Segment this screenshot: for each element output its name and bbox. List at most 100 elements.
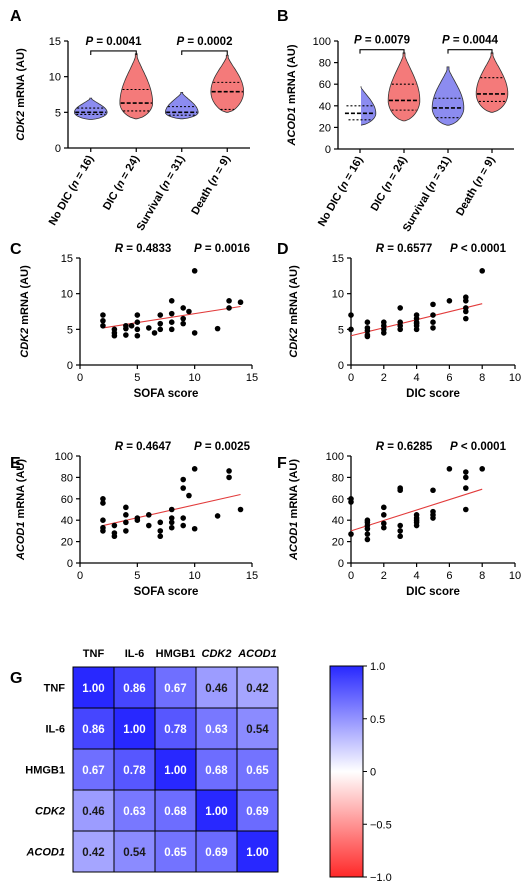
violin-body — [74, 97, 108, 120]
heatmap-cell-value: 1.00 — [205, 806, 227, 818]
data-point — [100, 517, 106, 523]
p-symbol: P — [194, 243, 202, 255]
x-tick-label: 15 — [246, 372, 258, 384]
x-tick-label: 0 — [348, 372, 354, 384]
heatmap-cell-value: 0.69 — [205, 847, 227, 859]
heatmap-cell-value: 1.00 — [123, 724, 145, 736]
y-axis-label-gene: ACOD1 — [288, 522, 300, 562]
data-point — [168, 326, 175, 333]
x-tick-label: 5 — [134, 570, 140, 582]
chart-panel-d: 0 5 10 15 CDK2 mRNA (AU) 0 2 4 6 8 10 DIC score R = … — [288, 243, 521, 400]
x-tick-label: No DIC (n = 16) — [316, 154, 366, 228]
data-point — [463, 469, 469, 475]
p-value-label: P = 0.0079 — [354, 35, 410, 47]
y-tick-label: 100 — [55, 451, 73, 463]
data-point — [226, 298, 232, 304]
data-point — [463, 485, 469, 491]
y-tick-label: 40 — [332, 515, 344, 527]
data-point — [100, 317, 106, 324]
data-point — [413, 326, 420, 333]
heatmap-cell — [154, 748, 197, 791]
data-point — [146, 522, 152, 529]
data-point — [134, 312, 141, 318]
r-symbol: R — [376, 243, 385, 255]
heatmap-cell — [113, 707, 156, 750]
data-point — [111, 533, 118, 540]
x-tick-label: DIC (n = 24) — [369, 154, 410, 213]
y-axis-label: ACOD1 mRNA (AU) — [286, 44, 298, 146]
data-point — [157, 533, 164, 540]
x-tick-n-value: 9 — [218, 157, 231, 168]
p-value: = 0.0044 — [450, 35, 499, 47]
data-point — [348, 499, 354, 505]
data-point — [413, 522, 420, 529]
data-point — [168, 515, 175, 521]
y-tick-label: 20 — [319, 122, 331, 134]
y-axis-label: CDK2 mRNA (AU) — [15, 48, 27, 141]
data-point — [430, 312, 436, 318]
y-axis-label-unit: mRNA (AU) — [15, 459, 27, 522]
p-symbol: P — [442, 35, 450, 47]
x-tick-label: 10 — [189, 372, 201, 384]
data-point — [226, 468, 232, 474]
heatmap-cell-value: 1.00 — [82, 683, 104, 695]
y-tick-label: 0 — [338, 558, 344, 570]
violin-group — [210, 54, 244, 113]
x-tick-label: 2 — [381, 570, 387, 582]
p-value: = 0.0041 — [93, 36, 142, 48]
p-statistic: P = 0.0025 — [194, 441, 251, 453]
p-statistic: P = 0.0016 — [194, 243, 250, 255]
data-point — [397, 487, 404, 494]
x-tick-n-close: ) — [353, 154, 365, 163]
x-tick-label: DIC (n = 24) — [101, 153, 142, 212]
y-axis-label-gene: ACOD1 — [15, 522, 27, 562]
data-point — [168, 506, 175, 513]
heatmap-cell — [72, 666, 115, 709]
heatmap-column-label: HMGB1 — [156, 648, 196, 660]
r-symbol: R — [115, 243, 124, 255]
chart-panel-b: 0 20 40 60 80 100 ACOD1 mRNA (AU) No DIC (n = 1… — [286, 35, 514, 234]
heatmap-cell-value: 0.54 — [246, 724, 269, 736]
data-point — [463, 506, 469, 513]
x-tick-n-equals: = — [341, 168, 358, 185]
p-statistic: P < 0.0001 — [450, 243, 507, 255]
data-point — [348, 326, 354, 333]
violin-body — [210, 54, 244, 113]
p-value-label: P = 0.0002 — [177, 36, 233, 48]
data-point — [364, 319, 371, 326]
x-tick-label: 4 — [414, 372, 420, 384]
panel-letter-b: B — [277, 8, 289, 25]
data-point — [123, 504, 129, 511]
chart-panel-f: 0 20 40 60 80 100 ACOD1 mRNA (AU) 0 2 4 6 8 10 DIC sc… — [288, 441, 521, 598]
x-tick-label: 6 — [446, 372, 452, 384]
x-tick-label: Survival (n = 31) — [401, 154, 454, 234]
y-tick-label: 15 — [332, 253, 344, 265]
y-tick-label: 5 — [338, 324, 344, 336]
data-point — [446, 298, 453, 304]
r-value: = 0.4833 — [123, 243, 171, 255]
chart-panel-e: 0 20 40 60 80 100 ACOD1 mRNA (AU) 0 5 10 15 SOFA sc… — [15, 441, 258, 598]
colorbar-tick-label: −0.5 — [370, 819, 392, 831]
data-point — [100, 500, 106, 506]
chart-panel-c: 0 5 10 15 CDK2 mRNA (AU) 0 5 10 15 SOFA score R = … — [19, 243, 258, 400]
heatmap-row-label: HMGB1 — [25, 765, 65, 777]
heatmap-cell — [113, 789, 156, 832]
panel-letter-a: A — [10, 8, 22, 25]
data-point — [463, 298, 469, 304]
data-point — [237, 299, 244, 306]
r-statistic: R = 0.6577 — [376, 243, 433, 255]
y-tick-label: 60 — [319, 79, 331, 91]
data-point — [180, 315, 186, 322]
x-tick-n-close: ) — [175, 153, 187, 162]
data-point — [237, 506, 244, 513]
heatmap-row-label: CDK2 — [35, 806, 65, 818]
violin-group — [344, 86, 377, 126]
r-statistic: R = 0.4647 — [115, 441, 172, 453]
data-point — [157, 312, 164, 318]
r-symbol: R — [115, 441, 124, 453]
y-tick-label: 100 — [326, 451, 344, 463]
heatmap-cell-value: 0.65 — [164, 847, 187, 859]
significance-bracket — [181, 50, 228, 55]
data-point — [381, 512, 387, 518]
